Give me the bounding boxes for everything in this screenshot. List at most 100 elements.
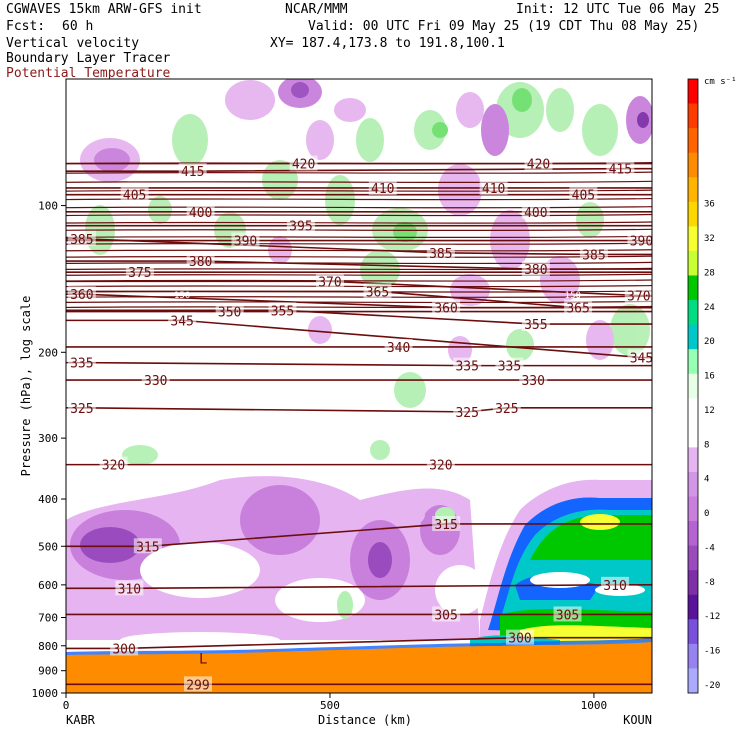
theta-label-bg bbox=[524, 155, 553, 171]
colorbar-swatch bbox=[688, 349, 698, 375]
colorbar-swatch bbox=[688, 152, 698, 178]
theta-label-bg bbox=[627, 232, 656, 248]
y-tick-label: 200 bbox=[38, 346, 58, 359]
theta-label-bg bbox=[495, 357, 524, 373]
theta-label: 335 bbox=[455, 360, 478, 375]
theta-contour-315 bbox=[66, 523, 652, 548]
theta-label: 340 bbox=[387, 341, 410, 356]
theta-label: 390 bbox=[234, 235, 257, 250]
theta-label-bg bbox=[125, 264, 154, 280]
theta-contour-strat bbox=[66, 161, 652, 165]
colorbar-swatch bbox=[688, 300, 698, 326]
theta-label-bg bbox=[564, 299, 593, 315]
colorbar-swatch bbox=[688, 521, 698, 547]
colorbar-tick-label: -4 bbox=[704, 543, 715, 553]
theta-label-bg bbox=[289, 155, 318, 171]
colorbar-tick-label: 32 bbox=[704, 234, 715, 244]
theta-label-bg bbox=[521, 316, 550, 332]
theta-label-bg bbox=[168, 312, 197, 328]
colorbar-frame bbox=[687, 78, 699, 694]
theta-label-bg bbox=[315, 273, 344, 289]
colorbar-swatch bbox=[688, 496, 698, 522]
theta-label-bg bbox=[453, 357, 482, 373]
theta-label-bg bbox=[601, 576, 630, 592]
init-time: Init: 12 UTC Tue 06 May 25 bbox=[516, 2, 720, 17]
theta-label: 355 bbox=[271, 304, 294, 319]
theta-label-bg bbox=[384, 338, 413, 354]
theta-contour-strat bbox=[66, 261, 652, 265]
theta-label: 305 bbox=[434, 608, 457, 623]
theta-label: 370 bbox=[627, 290, 650, 305]
theta-label-bg bbox=[215, 303, 244, 319]
theta-label-bg bbox=[67, 230, 96, 246]
colorbar-swatch bbox=[688, 643, 698, 669]
forecast-label: Fcst: bbox=[6, 19, 46, 34]
theta-label: 305 bbox=[556, 608, 579, 623]
theta-label: 395 bbox=[289, 220, 312, 235]
theta-label: 325 bbox=[455, 406, 478, 421]
colorbar-tick-label: 0 bbox=[704, 509, 709, 519]
theta-contour-355 bbox=[66, 309, 652, 325]
theta-label-bg bbox=[110, 640, 139, 656]
theta-label: 420 bbox=[527, 158, 550, 173]
theta-label: 405 bbox=[123, 189, 146, 204]
theta-label: 335 bbox=[498, 360, 521, 375]
colorbar-swatch bbox=[688, 422, 698, 448]
y-tick-label: 300 bbox=[38, 432, 58, 445]
y-tick-label: 800 bbox=[38, 640, 58, 653]
colorbar-swatch bbox=[688, 570, 698, 596]
theta-label: 370 bbox=[318, 275, 341, 290]
theta-contour-strat bbox=[66, 279, 652, 282]
theta-label: 360 bbox=[70, 288, 93, 303]
colorbar-tick-label: -12 bbox=[704, 612, 720, 622]
theta-label-bg bbox=[141, 372, 170, 388]
theta-contour-strat bbox=[66, 206, 652, 209]
theta-label: 325 bbox=[495, 402, 518, 417]
theta-label: 405 bbox=[572, 189, 595, 204]
colorbar-swatch bbox=[688, 103, 698, 129]
model-title: CGWAVES 15km ARW-GFS init bbox=[6, 2, 202, 17]
theta-contour-strat bbox=[66, 213, 652, 217]
colorbar-swatch bbox=[688, 668, 698, 694]
theta-label-bg bbox=[426, 244, 455, 260]
theta-label: 365 bbox=[566, 302, 589, 317]
theta-label: 420 bbox=[292, 158, 315, 173]
colorbar-swatch bbox=[688, 201, 698, 227]
theta-label: 300 bbox=[508, 632, 531, 647]
theta-label: 410 bbox=[371, 182, 394, 197]
y-axis-label: Pressure (hPa), log scale bbox=[19, 296, 33, 477]
theta-label: 310 bbox=[118, 582, 141, 597]
theta-label-bg bbox=[432, 606, 461, 622]
plot-frame bbox=[65, 78, 653, 694]
theta-contour-strat bbox=[66, 242, 652, 245]
pressure-axis: 100 200 300 400 500 600 700 800 900 1000 bbox=[32, 200, 66, 700]
colorbar-unit: cm s⁻¹ bbox=[704, 77, 737, 87]
theta-label-bg bbox=[363, 283, 392, 299]
theta-label-bg bbox=[67, 286, 96, 302]
theta-contour-strat bbox=[66, 235, 652, 239]
x-tick-label: 1000 bbox=[581, 699, 608, 712]
colorbar-swatch bbox=[688, 250, 698, 276]
theta-label-bg bbox=[231, 232, 260, 248]
colorbar-swatch bbox=[688, 177, 698, 203]
colorbar: 36 32 28 24 20 16 12 8 4 0 -4 -8 -12 -16 -20 bbox=[687, 78, 720, 694]
x-tick-label: 500 bbox=[320, 699, 340, 712]
theta-label: 330 bbox=[521, 374, 544, 389]
theta-label-bg bbox=[186, 203, 215, 219]
theta-label: 410 bbox=[482, 182, 505, 197]
field-vertical-velocity: Vertical velocity bbox=[6, 36, 140, 51]
theta-label-bg bbox=[426, 456, 455, 472]
theta-contour-strat bbox=[66, 228, 652, 232]
colorbar-swatch bbox=[688, 619, 698, 645]
forecast-hour: 60 h bbox=[62, 19, 94, 34]
theta-label: 375 bbox=[128, 266, 151, 281]
distance-axis: 0 500 1000 bbox=[63, 693, 607, 712]
theta-label: 320 bbox=[102, 459, 125, 474]
start-station: KABR bbox=[66, 713, 96, 727]
colorbar-swatch bbox=[688, 324, 698, 350]
theta-label-bg bbox=[627, 349, 656, 365]
theta-contour-310 bbox=[66, 584, 652, 590]
pressure-marker: 150 bbox=[565, 291, 581, 301]
theta-contour-strat bbox=[66, 255, 652, 258]
theta-label-bg bbox=[506, 629, 535, 645]
